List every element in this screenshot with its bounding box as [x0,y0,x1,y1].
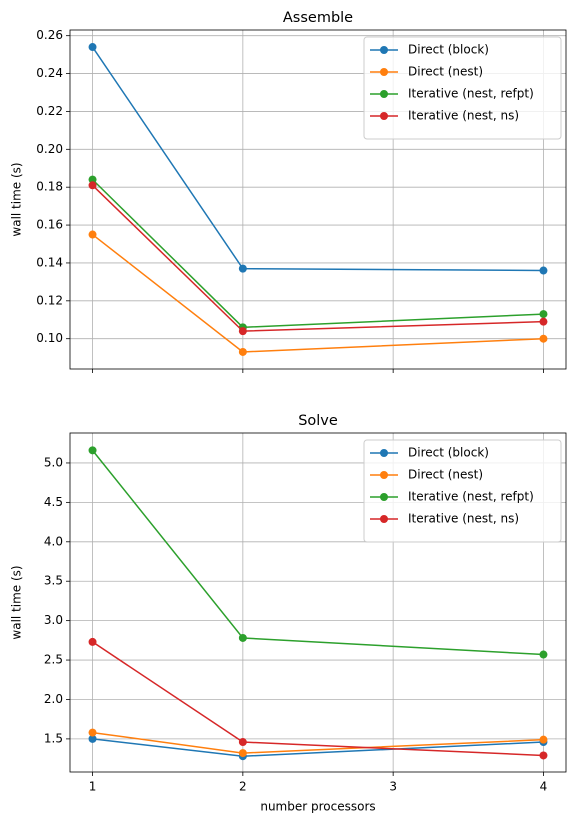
data-point [238,327,247,336]
legend-marker [380,493,388,501]
legend-marker [380,449,388,457]
y-tick-label: 2.5 [44,653,63,667]
data-point [539,751,548,760]
legend-marker [380,471,388,479]
y-tick-label: 0.16 [36,218,63,232]
y-tick-label: 3.0 [44,613,63,627]
y-tick-label: 0.24 [36,66,63,80]
x-tick-label: 2 [239,780,247,794]
y-tick-label: 1.5 [44,731,63,745]
legend-label: Direct (nest) [408,468,483,482]
y-tick-label: 0.22 [36,104,63,118]
x-tick-label: 4 [540,780,548,794]
legend-marker [380,68,388,76]
data-point [539,334,548,343]
data-point [88,175,97,184]
y-tick-label: 3.5 [44,574,63,588]
data-point [539,650,548,659]
legend-marker [380,515,388,523]
series-line [92,233,544,353]
data-point [88,637,97,646]
legend-marker [380,46,388,54]
data-point [88,43,97,52]
y-tick-label: 4.0 [44,534,63,548]
data-point [238,633,247,642]
legend-label: Iterative (nest, ns) [408,109,519,123]
x-tick-label: 3 [389,780,397,794]
legend-box [363,439,562,543]
plot-frame [69,29,567,370]
data-point [88,446,97,455]
y-axis-label: wall time (s) [10,162,24,236]
y-tick-label: 0.12 [36,293,63,307]
data-point [539,266,548,275]
plot-frame [69,432,567,773]
data-point [88,734,97,743]
data-point [539,735,548,744]
y-tick-label: 4.5 [44,495,63,509]
legend-label: Direct (block) [408,446,489,460]
data-point [539,310,548,319]
data-point [88,230,97,239]
data-point [88,728,97,737]
series-line [92,641,544,757]
legend-label: Iterative (nest, ns) [408,512,519,526]
series-line [92,184,544,332]
data-point [88,181,97,190]
legend-marker [380,90,388,98]
series-line [92,731,544,754]
data-point [238,264,247,273]
legend-label: Direct (nest) [408,65,483,79]
y-tick-label: 0.26 [36,28,63,42]
y-tick-label: 2.0 [44,692,63,706]
series-line [92,179,544,329]
legend-label: Iterative (nest, refpt) [408,87,534,101]
data-point [238,347,247,356]
y-tick-label: 0.14 [36,255,63,269]
data-point [238,749,247,758]
legend-label: Direct (block) [408,43,489,57]
legend-label: Iterative (nest, refpt) [408,490,534,504]
y-axis-label: wall time (s) [10,565,24,639]
legend-box [363,36,562,140]
y-tick-label: 0.10 [36,331,63,345]
data-point [238,738,247,747]
chart-title: Assemble [283,10,353,26]
legend-marker [380,112,388,120]
x-axis-label: number processors [260,800,375,814]
y-tick-label: 5.0 [44,455,63,469]
data-point [539,317,548,326]
chart-title: Solve [298,413,338,429]
y-tick-label: 0.20 [36,142,63,156]
y-tick-label: 0.18 [36,180,63,194]
x-tick-label: 1 [89,780,97,794]
